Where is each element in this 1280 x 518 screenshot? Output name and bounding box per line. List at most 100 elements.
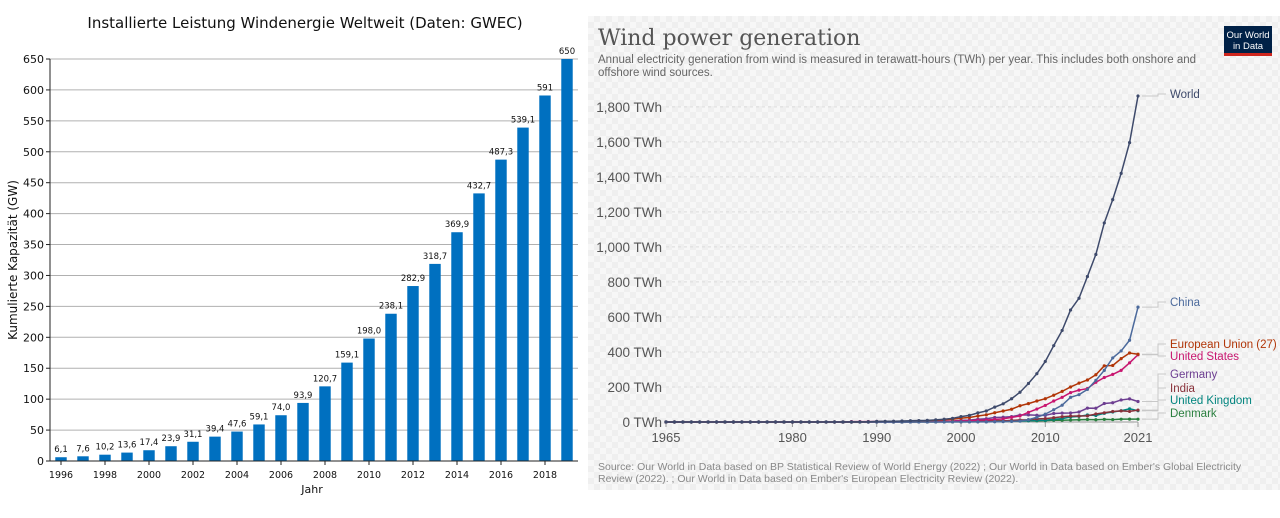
line-x-tick-label: 2021 [1124,430,1153,445]
bar [319,386,331,461]
bar-y-tick-label: 500 [23,146,44,159]
series-point [790,420,795,424]
bar-y-tick-label: 400 [23,208,44,221]
bar-x-tick-label: 2002 [181,470,205,481]
series-point [1009,397,1014,401]
series-point [908,419,913,423]
series-point [1102,368,1106,372]
series-point [1043,359,1047,364]
series-point [816,420,820,424]
series-point [1077,296,1081,300]
bar-data-label: 318,7 [423,252,447,262]
bar-chart-y-axis-label: Kumulierte Kapazität (GW) [6,180,20,340]
series-label: United Kingdom [1170,395,1252,407]
line-chart-title: Wind power generation [598,26,860,51]
series-point [1043,397,1047,401]
series-point [1094,406,1098,410]
bar-x-tick-label: 2010 [357,470,381,481]
series-point [1068,390,1073,395]
bar-data-label: 6,1 [54,445,68,455]
series-point [1068,411,1073,415]
bar-y-tick-label: 450 [23,177,44,190]
series-point [1035,407,1039,411]
series-point [1094,418,1098,422]
series-point [1119,368,1123,372]
line-x-tick-label: 2010 [1031,430,1060,445]
series-point [1119,171,1123,175]
series-point [1111,417,1115,422]
line-y-tick-label: 1,800 TWh [596,100,662,115]
bar-data-label: 238,1 [379,302,403,312]
bar-y-tick-label: 350 [23,239,44,252]
bar-data-label: 650 [559,47,575,57]
bar-data-label: 159,1 [335,351,359,361]
series-point [1111,372,1115,376]
series-point [917,418,921,423]
series-point [1119,349,1123,353]
series-point [1018,419,1022,423]
series-point [1111,401,1115,405]
bar-data-label: 198,0 [357,327,381,337]
bar-x-tick-label: 2004 [225,470,249,481]
bar [495,159,507,461]
series-point [1060,411,1064,415]
series-point [799,420,803,424]
line-chart: Wind power generation Annual electricity… [596,26,1277,485]
bar-chart-grid [50,58,578,462]
bar-data-label: 59,1 [250,412,269,422]
series-point [1127,140,1132,145]
series-point [832,420,837,424]
legend-leader-line [1142,354,1166,357]
bar [561,59,573,461]
series-point [934,418,938,422]
series-point [1111,356,1115,360]
bar-chart-axes: 0 50 100 150 200 250 300 350 400 450 500 550 600 650 1… [23,53,578,481]
series-point [993,420,997,424]
series-point [1102,401,1106,406]
bar-y-tick-label: 650 [23,53,44,66]
series-label: Denmark [1170,408,1217,420]
series-point [1026,402,1031,406]
line-y-tick-label: 1,600 TWh [596,135,662,150]
series-point [1085,387,1090,392]
series-point [976,414,980,418]
series-point [1094,378,1098,382]
series-point [959,414,963,419]
series-point [1009,415,1014,419]
bar [517,127,529,461]
line-x-tick-label: 1990 [862,430,891,445]
series-point [993,405,997,409]
line-y-tick-label: 200 TWh [607,380,662,395]
legend-leader-line [1142,387,1166,411]
legend-leader-line [1142,399,1166,412]
series-point [1077,393,1081,397]
bar-data-label: 487,3 [489,148,513,158]
series-point [1077,410,1081,414]
bar-x-tick-label: 1998 [93,470,117,481]
series-line [666,95,1139,423]
series-point [1136,352,1140,356]
series-point [1127,417,1132,421]
bar-x-tick-label: 2006 [269,470,293,481]
series-point [1018,390,1022,394]
series-point [1060,415,1064,419]
series-point [841,420,845,424]
series-point [1001,402,1005,406]
bar-chart-panel: Installierte Leistung Windenergie Weltwe… [0,0,590,514]
series-point [984,420,988,424]
series-point [1060,389,1064,393]
bar [297,402,309,461]
svg-text:in Data: in Data [1233,41,1264,52]
bar-x-tick-label: 2000 [137,470,161,481]
series-point [740,420,744,424]
series-point [1026,410,1031,414]
series-point [984,409,988,413]
bar [55,457,67,461]
series-point [925,418,929,422]
series-point [1102,375,1106,380]
series-point [1060,395,1064,399]
line-y-tick-label: 1,000 TWh [596,240,662,255]
series-point [1102,364,1106,368]
bar-chart-data-labels: 6,1 7,6 10,2 13,6 17,4 23,9 31,139,447,659,174… [54,47,575,455]
series-point [891,419,896,423]
